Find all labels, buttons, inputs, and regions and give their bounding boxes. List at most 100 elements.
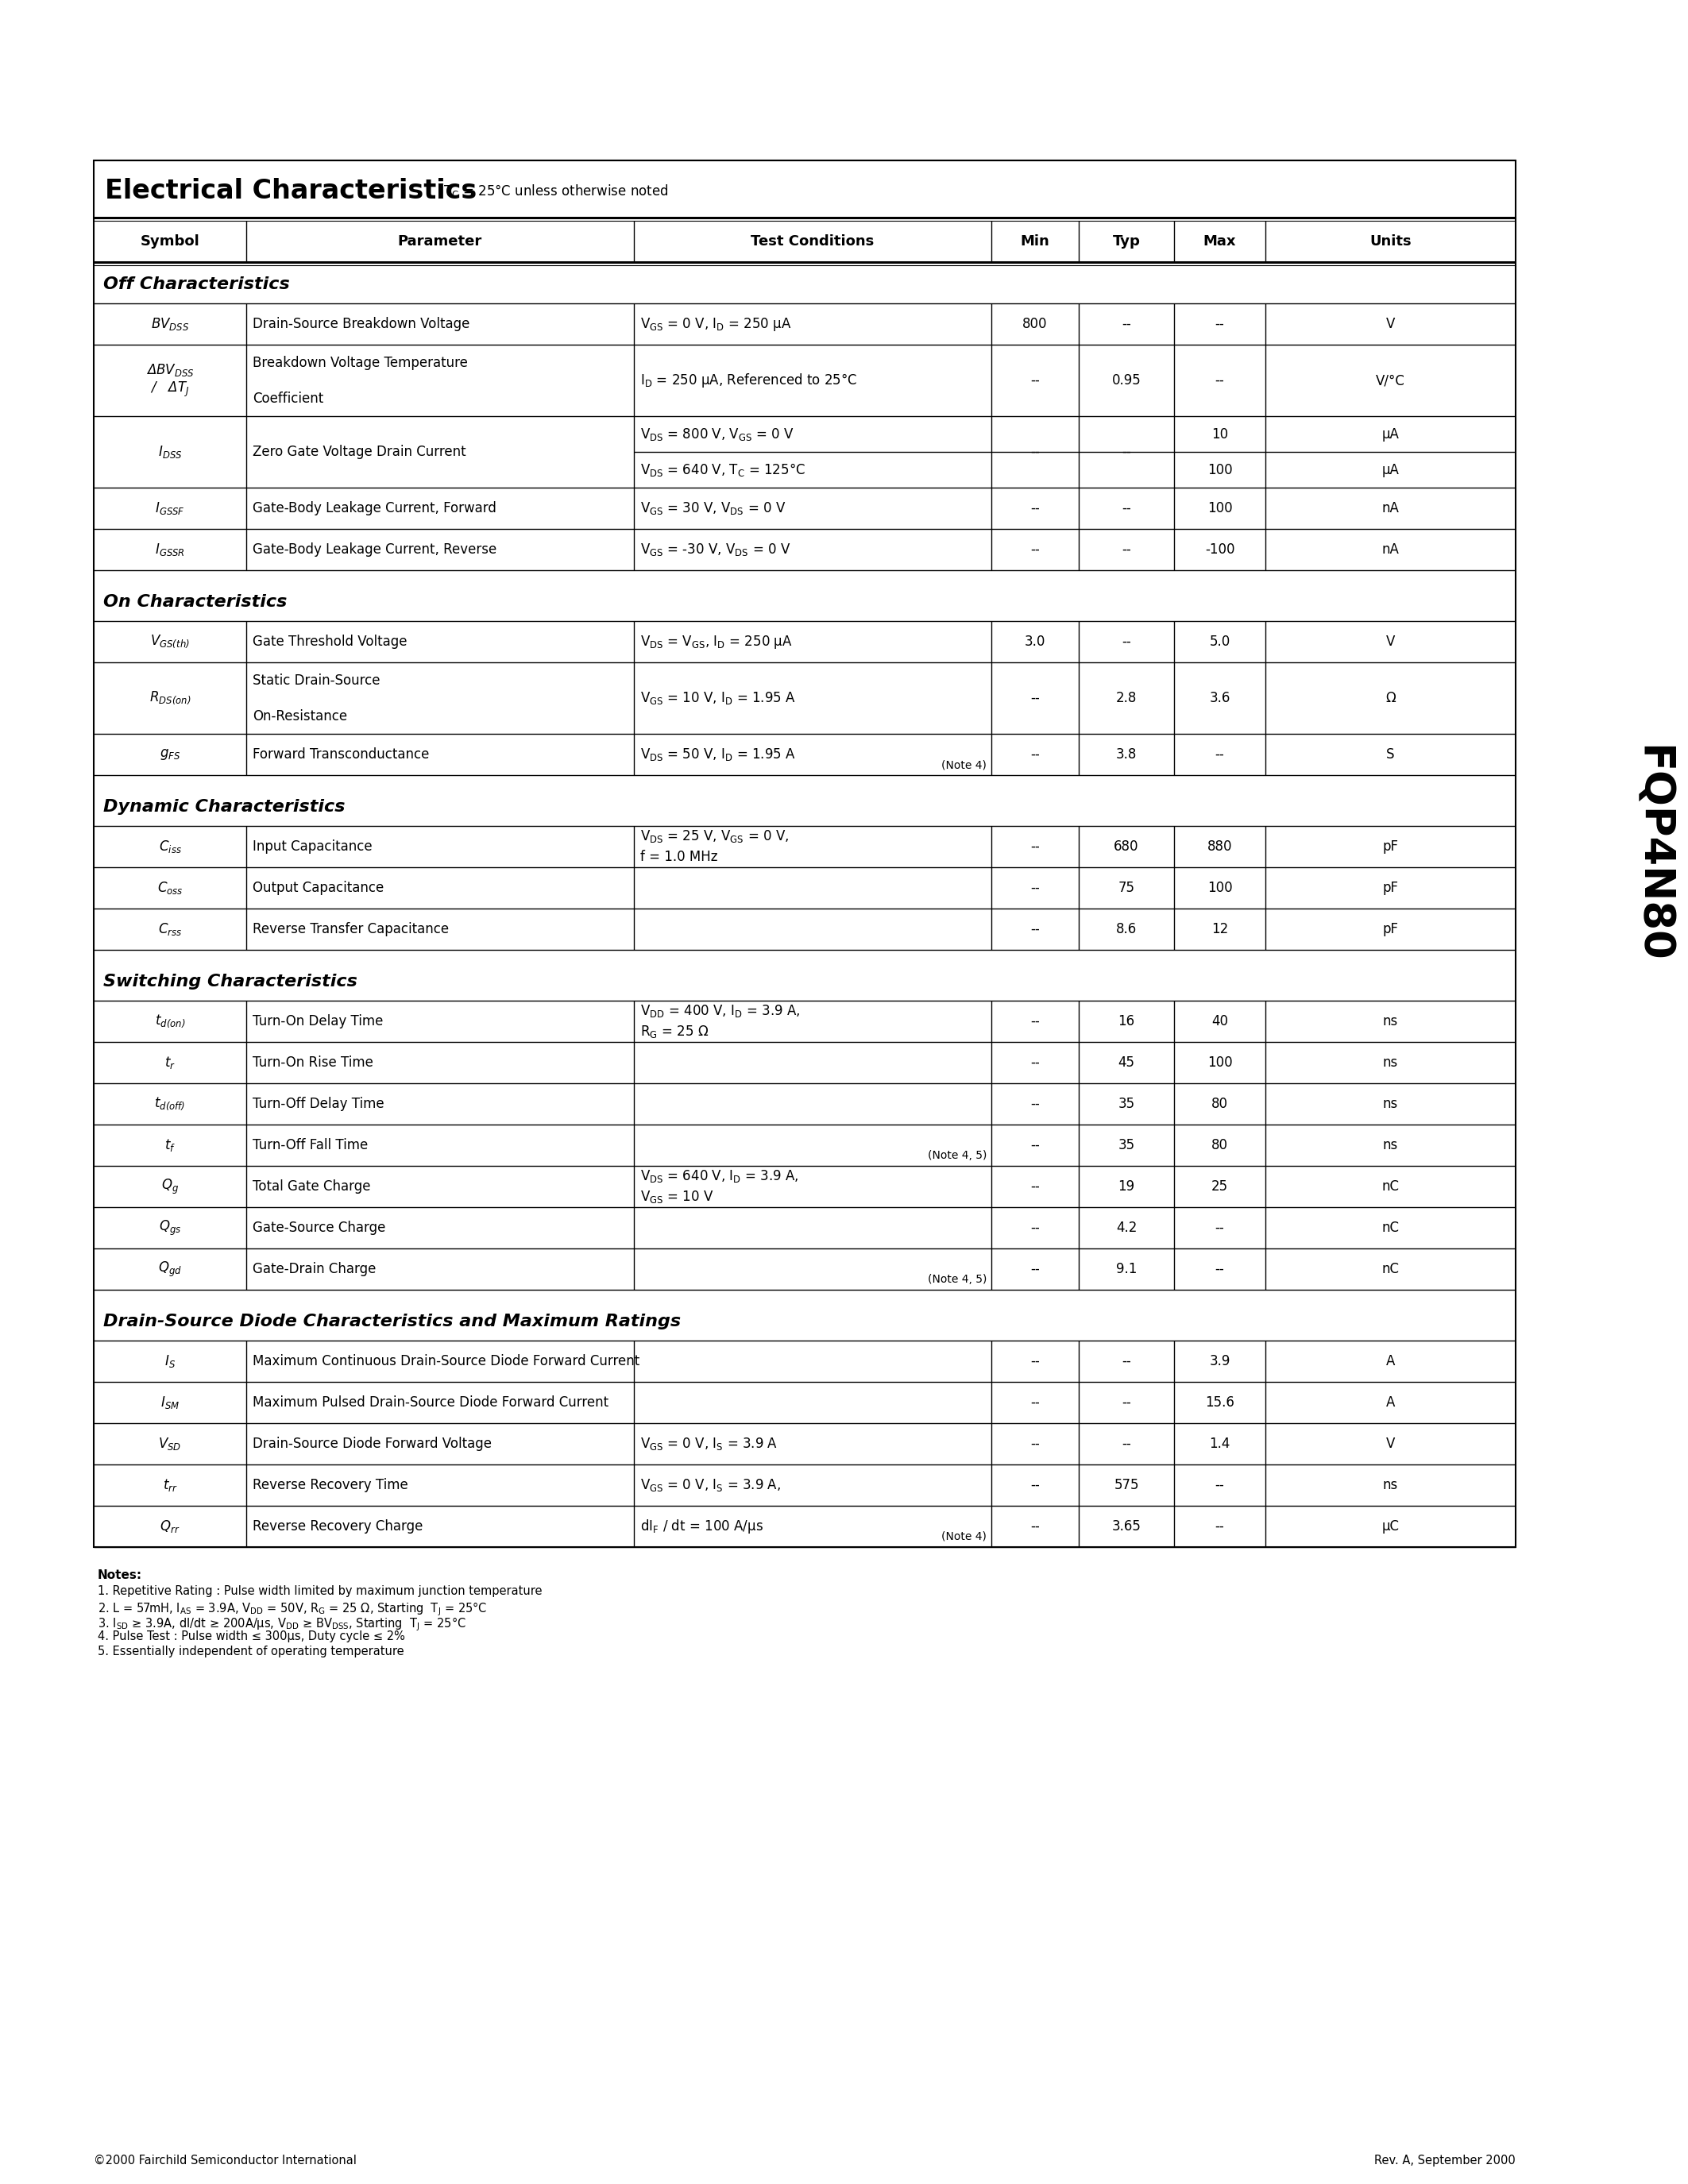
Text: Q$_{gs}$: Q$_{gs}$ [159,1219,181,1236]
Text: --: -- [1030,1520,1040,1533]
Text: R$_G$ = 25 Ω: R$_G$ = 25 Ω [640,1024,709,1040]
Text: Gate-Body Leakage Current, Reverse: Gate-Body Leakage Current, Reverse [253,542,496,557]
Text: On Characteristics: On Characteristics [103,594,287,609]
Text: --: -- [1215,747,1224,762]
Text: ns: ns [1382,1013,1398,1029]
Text: 2.8: 2.8 [1116,690,1138,705]
Text: f = 1.0 MHz: f = 1.0 MHz [640,850,717,865]
Text: V$_{DD}$ = 400 V, I$_D$ = 3.9 A,: V$_{DD}$ = 400 V, I$_D$ = 3.9 A, [640,1002,800,1020]
Text: ns: ns [1382,1055,1398,1070]
Text: Test Conditions: Test Conditions [751,234,874,249]
Text: 8.6: 8.6 [1116,922,1136,937]
Text: --: -- [1030,1354,1040,1369]
Text: t$_{d(on)}$: t$_{d(on)}$ [155,1013,186,1029]
Text: 3.6: 3.6 [1209,690,1231,705]
Text: V$_{DS}$ = V$_{GS}$, I$_D$ = 250 μA: V$_{DS}$ = V$_{GS}$, I$_D$ = 250 μA [640,633,793,651]
Text: nC: nC [1382,1179,1399,1195]
Text: --: -- [1123,1396,1131,1409]
Text: --: -- [1215,317,1224,332]
Text: V: V [1386,317,1394,332]
Text: V$_{GS}$ = 30 V, V$_{DS}$ = 0 V: V$_{GS}$ = 30 V, V$_{DS}$ = 0 V [640,500,787,515]
Text: Drain-Source Diode Forward Voltage: Drain-Source Diode Forward Voltage [253,1437,491,1450]
Text: --: -- [1215,373,1224,387]
Text: --: -- [1215,1262,1224,1275]
Text: 4.2: 4.2 [1116,1221,1138,1234]
Text: Symbol: Symbol [140,234,199,249]
Text: Dynamic Characteristics: Dynamic Characteristics [103,799,344,815]
Text: Gate-Body Leakage Current, Forward: Gate-Body Leakage Current, Forward [253,500,496,515]
Text: 100: 100 [1207,500,1232,515]
Text: 575: 575 [1114,1479,1139,1492]
Text: --: -- [1030,500,1040,515]
Text: I$_{DSS}$: I$_{DSS}$ [159,443,182,461]
Text: 100: 100 [1207,463,1232,476]
Text: μA: μA [1382,463,1399,476]
Text: BV$_{DSS}$: BV$_{DSS}$ [150,317,189,332]
Text: 15.6: 15.6 [1205,1396,1234,1409]
Text: V$_{GS}$ = 10 V: V$_{GS}$ = 10 V [640,1188,714,1206]
Text: 19: 19 [1117,1179,1134,1195]
Text: 1. Repetitive Rating : Pulse width limited by maximum junction temperature: 1. Repetitive Rating : Pulse width limit… [98,1586,542,1597]
Text: I$_D$ = 250 μA, Referenced to 25°C: I$_D$ = 250 μA, Referenced to 25°C [640,371,858,389]
Text: A: A [1386,1396,1394,1409]
Text: --: -- [1215,1221,1224,1234]
Text: --: -- [1123,317,1131,332]
Text: Max: Max [1204,234,1236,249]
Text: R$_{DS(on)}$: R$_{DS(on)}$ [149,690,191,705]
Text: 3.0: 3.0 [1025,636,1045,649]
Text: Q$_g$: Q$_g$ [160,1177,179,1195]
Text: V$_{GS}$ = 0 V, I$_D$ = 250 μA: V$_{GS}$ = 0 V, I$_D$ = 250 μA [640,317,792,332]
Text: (Note 4, 5): (Note 4, 5) [927,1273,986,1284]
Text: I$_{GSSR}$: I$_{GSSR}$ [155,542,186,557]
Text: --: -- [1030,1479,1040,1492]
Text: V$_{DS}$ = 640 V, T$_C$ = 125°C: V$_{DS}$ = 640 V, T$_C$ = 125°C [640,461,805,478]
Text: dI$_F$ / dt = 100 A/μs: dI$_F$ / dt = 100 A/μs [640,1518,763,1535]
Text: --: -- [1030,1221,1040,1234]
Text: Static Drain-Source: Static Drain-Source [253,673,380,688]
Text: 680: 680 [1114,839,1139,854]
Text: Reverse Transfer Capacitance: Reverse Transfer Capacitance [253,922,449,937]
Text: 12: 12 [1212,922,1229,937]
Text: V$_{DS}$ = 800 V, V$_{GS}$ = 0 V: V$_{DS}$ = 800 V, V$_{GS}$ = 0 V [640,426,795,441]
Text: Gate Threshold Voltage: Gate Threshold Voltage [253,636,407,649]
Text: (Note 4): (Note 4) [942,760,986,771]
Text: 35: 35 [1117,1096,1134,1112]
Text: 45: 45 [1117,1055,1134,1070]
Text: Total Gate Charge: Total Gate Charge [253,1179,371,1195]
Text: V$_{GS}$ = -30 V, V$_{DS}$ = 0 V: V$_{GS}$ = -30 V, V$_{DS}$ = 0 V [640,542,790,557]
Text: S: S [1386,747,1394,762]
Text: --: -- [1215,1520,1224,1533]
Text: Output Capacitance: Output Capacitance [253,880,383,895]
Text: V$_{SD}$: V$_{SD}$ [159,1435,182,1452]
Text: --: -- [1215,1479,1224,1492]
Text: 40: 40 [1212,1013,1229,1029]
Text: Forward Transconductance: Forward Transconductance [253,747,429,762]
Text: (Note 4): (Note 4) [942,1531,986,1542]
Text: --: -- [1030,1437,1040,1450]
Text: --: -- [1123,636,1131,649]
Text: C$_{iss}$: C$_{iss}$ [159,839,182,854]
Text: 80: 80 [1212,1096,1229,1112]
Text: Turn-On Delay Time: Turn-On Delay Time [253,1013,383,1029]
Text: 4. Pulse Test : Pulse width ≤ 300μs, Duty cycle ≤ 2%: 4. Pulse Test : Pulse width ≤ 300μs, Dut… [98,1631,405,1642]
Text: μA: μA [1382,426,1399,441]
Text: C$_{oss}$: C$_{oss}$ [157,880,182,895]
Text: --: -- [1030,1013,1040,1029]
Text: 1.4: 1.4 [1209,1437,1231,1450]
Text: Q$_{gd}$: Q$_{gd}$ [159,1260,182,1278]
Text: Turn-Off Delay Time: Turn-Off Delay Time [253,1096,385,1112]
Text: 9.1: 9.1 [1116,1262,1138,1275]
Text: Turn-Off Fall Time: Turn-Off Fall Time [253,1138,368,1153]
Text: Units: Units [1369,234,1411,249]
Text: Typ: Typ [1112,234,1141,249]
Text: ns: ns [1382,1096,1398,1112]
Text: Maximum Pulsed Drain-Source Diode Forward Current: Maximum Pulsed Drain-Source Diode Forwar… [253,1396,609,1409]
Text: FQP4N80: FQP4N80 [1632,745,1673,963]
Text: t$_f$: t$_f$ [164,1138,176,1153]
Text: 35: 35 [1117,1138,1134,1153]
Text: 5.0: 5.0 [1209,636,1231,649]
Text: g$_{FS}$: g$_{FS}$ [159,747,181,762]
Text: V/°C: V/°C [1376,373,1404,387]
Text: 75: 75 [1117,880,1134,895]
Text: Parameter: Parameter [398,234,483,249]
